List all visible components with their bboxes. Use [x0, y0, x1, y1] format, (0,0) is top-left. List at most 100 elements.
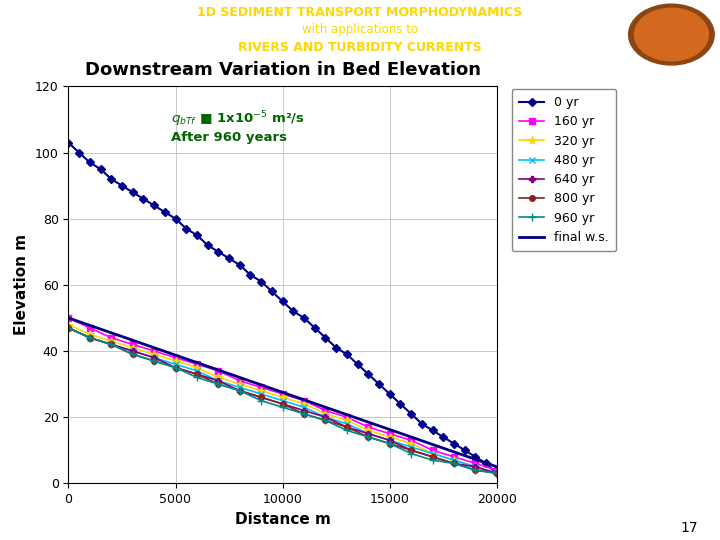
160 yr — [407, 437, 415, 443]
160 yr — [235, 377, 244, 384]
Legend: 0 yr, 160 yr, 320 yr, 480 yr, 640 yr, 800 yr, 960 yr, final w.s.: 0 yr, 160 yr, 320 yr, 480 yr, 640 yr, 80… — [512, 89, 616, 252]
Title: Downstream Variation in Bed Elevation: Downstream Variation in Bed Elevation — [85, 61, 481, 79]
640 yr — [428, 454, 437, 460]
320 yr — [86, 331, 94, 338]
640 yr — [321, 414, 330, 420]
320 yr — [385, 434, 394, 440]
480 yr — [171, 361, 180, 368]
0 yr — [64, 139, 73, 146]
0 yr — [193, 232, 202, 239]
960 yr — [321, 417, 330, 424]
0 yr — [268, 288, 276, 295]
800 yr — [257, 394, 266, 401]
Line: 320 yr: 320 yr — [64, 320, 501, 477]
960 yr — [343, 427, 351, 434]
800 yr — [492, 470, 501, 477]
0 yr — [279, 298, 287, 305]
640 yr — [235, 388, 244, 394]
800 yr — [214, 381, 222, 387]
Line: 640 yr: 640 yr — [65, 325, 500, 477]
160 yr — [492, 467, 501, 473]
800 yr — [364, 434, 373, 440]
0 yr — [418, 421, 426, 427]
160 yr — [428, 447, 437, 454]
320 yr — [471, 463, 480, 470]
640 yr — [471, 463, 480, 470]
320 yr — [193, 364, 202, 371]
320 yr — [449, 457, 459, 463]
0 yr — [139, 195, 148, 202]
480 yr — [385, 437, 394, 443]
Text: RIVERS AND TURBIDITY CURRENTS: RIVERS AND TURBIDITY CURRENTS — [238, 40, 482, 53]
0 yr — [492, 470, 501, 477]
160 yr — [86, 325, 94, 331]
640 yr — [64, 325, 73, 331]
800 yr — [64, 325, 73, 331]
960 yr — [171, 364, 180, 371]
640 yr — [407, 447, 415, 454]
320 yr — [171, 357, 180, 364]
0 yr — [86, 159, 94, 166]
480 yr — [235, 384, 244, 390]
0 yr — [439, 434, 448, 440]
960 yr — [193, 374, 202, 381]
0 yr — [321, 335, 330, 341]
800 yr — [171, 364, 180, 371]
640 yr — [193, 371, 202, 377]
0 yr — [460, 447, 469, 454]
960 yr — [471, 467, 480, 473]
160 yr — [64, 315, 73, 321]
480 yr — [279, 397, 287, 404]
160 yr — [107, 335, 116, 341]
640 yr — [492, 470, 501, 477]
Line: 0 yr: 0 yr — [66, 140, 500, 476]
160 yr — [150, 348, 158, 354]
Text: 17: 17 — [681, 521, 698, 535]
0 yr — [343, 351, 351, 357]
160 yr — [279, 391, 287, 397]
640 yr — [171, 364, 180, 371]
0 yr — [182, 225, 191, 232]
320 yr — [279, 394, 287, 401]
960 yr — [407, 450, 415, 457]
960 yr — [492, 470, 501, 477]
640 yr — [86, 335, 94, 341]
0 yr — [257, 278, 266, 285]
480 yr — [364, 430, 373, 437]
320 yr — [128, 345, 137, 351]
0 yr — [354, 361, 362, 368]
160 yr — [343, 414, 351, 420]
160 yr — [321, 407, 330, 414]
0 yr — [235, 262, 244, 268]
Text: 1D SEDIMENT TRANSPORT MORPHODYNAMICS: 1D SEDIMENT TRANSPORT MORPHODYNAMICS — [197, 6, 523, 19]
160 yr — [449, 454, 459, 460]
800 yr — [449, 460, 459, 467]
960 yr — [214, 381, 222, 387]
0 yr — [471, 454, 480, 460]
320 yr — [321, 410, 330, 417]
480 yr — [107, 341, 116, 348]
0 yr — [364, 371, 373, 377]
480 yr — [214, 377, 222, 384]
160 yr — [257, 384, 266, 390]
0 yr — [396, 401, 405, 407]
960 yr — [449, 460, 459, 467]
320 yr — [64, 321, 73, 328]
480 yr — [407, 444, 415, 450]
0 yr — [310, 325, 319, 331]
480 yr — [449, 457, 459, 463]
0 yr — [449, 441, 459, 447]
320 yr — [407, 441, 415, 447]
640 yr — [364, 430, 373, 437]
480 yr — [150, 354, 158, 361]
480 yr — [492, 470, 501, 477]
160 yr — [193, 361, 202, 368]
Text: with applications to: with applications to — [302, 23, 418, 36]
640 yr — [214, 377, 222, 384]
640 yr — [343, 424, 351, 430]
960 yr — [364, 434, 373, 440]
320 yr — [343, 417, 351, 424]
160 yr — [300, 397, 308, 404]
Circle shape — [629, 4, 714, 65]
480 yr — [321, 414, 330, 420]
